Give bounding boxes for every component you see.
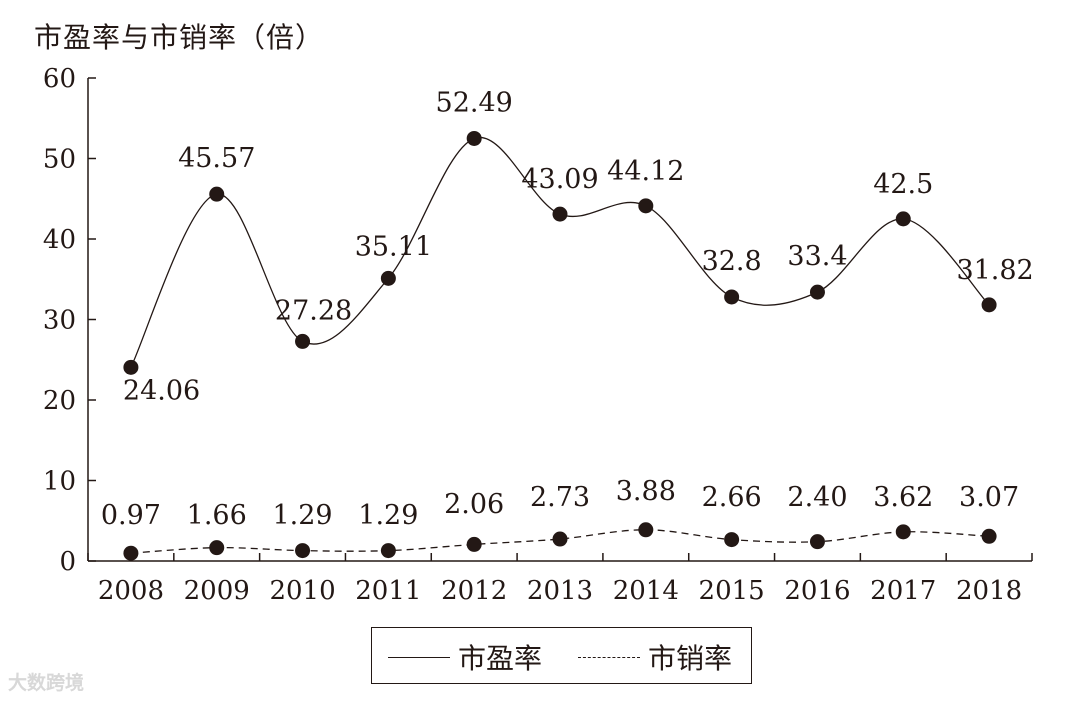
y-tick-label: 60: [43, 64, 76, 94]
ps-data-label: 3.07: [959, 482, 1019, 513]
ps-data-point: [123, 545, 139, 561]
y-tick-label: 10: [43, 467, 76, 497]
legend-label-ps: 市销率: [648, 642, 733, 675]
y-tick-label: 0: [59, 547, 76, 577]
pe-data-point: [809, 284, 825, 300]
legend-solid-line-icon: [388, 656, 450, 658]
pe-data-label: 33.4: [787, 241, 847, 272]
ps-data-point: [809, 534, 825, 550]
pe-data-label: 43.09: [521, 164, 598, 195]
ps-data-label: 1.29: [358, 500, 418, 531]
x-tick-label: 2018: [956, 576, 1022, 606]
pe-data-point: [552, 206, 568, 222]
watermark-logo: 大数跨境: [8, 668, 84, 695]
x-tick-label: 2011: [355, 576, 421, 606]
pe-data-point: [981, 297, 997, 313]
y-tick-label: 40: [43, 225, 76, 255]
pe-data-label: 35.11: [355, 231, 432, 262]
x-tick-label: 2009: [184, 576, 250, 606]
pe-data-label: 42.5: [873, 169, 933, 200]
ps-data-point: [895, 524, 911, 540]
pe-data-point: [380, 270, 396, 286]
pe-data-point: [209, 186, 225, 202]
ps-data-point: [295, 543, 311, 559]
x-tick-label: 2010: [269, 576, 335, 606]
ps-data-point: [638, 522, 654, 538]
ps-data-point: [724, 532, 740, 548]
x-tick-label: 2016: [784, 576, 850, 606]
y-tick-label: 20: [43, 386, 76, 416]
watermark-text: 大数跨境: [8, 672, 85, 694]
pe-data-point: [724, 289, 740, 305]
legend-dashed-line-icon: [578, 656, 640, 658]
pe-data-point: [638, 198, 654, 214]
ps-data-point: [552, 531, 568, 547]
x-tick-label: 2017: [870, 576, 936, 606]
pe-data-point: [895, 211, 911, 227]
pe-data-label: 45.57: [178, 143, 255, 174]
x-tick-label: 2008: [98, 576, 164, 606]
y-tick-label: 50: [43, 145, 76, 175]
y-tick-label: 30: [43, 306, 76, 336]
ps-data-label: 2.40: [787, 482, 847, 513]
ps-data-label: 2.73: [530, 482, 590, 513]
y-axis-title: 市盈率与市销率（倍）: [34, 21, 325, 54]
ps-data-point: [466, 536, 482, 552]
ps-data-label: 2.66: [702, 482, 762, 513]
ps-data-point: [981, 528, 997, 544]
pe-data-label: 24.06: [123, 375, 200, 406]
pe-data-label: 32.8: [702, 246, 762, 277]
pe-data-label: 52.49: [436, 87, 513, 118]
pe-data-label: 44.12: [607, 156, 684, 187]
pe-data-point: [295, 333, 311, 349]
ps-data-label: 0.97: [101, 500, 161, 531]
legend-item-ps: 市销率: [578, 637, 732, 677]
pe-data-point: [466, 130, 482, 146]
ps-series-line: [130, 529, 990, 554]
x-tick-label: 2012: [441, 576, 507, 606]
chart-legend: 市盈率 市销率: [371, 627, 752, 684]
x-tick-label: 2014: [613, 576, 679, 606]
ps-data-point: [209, 540, 225, 556]
legend-item-pe: 市盈率: [388, 637, 542, 677]
pe-data-point: [123, 359, 139, 375]
pe-data-label: 31.82: [956, 255, 1033, 286]
x-tick-label: 2015: [699, 576, 765, 606]
x-tick-label: 2013: [527, 576, 593, 606]
legend-label-pe: 市盈率: [458, 642, 543, 675]
ps-data-label: 1.29: [272, 500, 332, 531]
ps-data-label: 3.62: [873, 482, 933, 513]
ps-data-label: 1.66: [187, 500, 247, 531]
ps-data-label: 3.88: [616, 476, 676, 507]
ps-data-point: [380, 543, 396, 559]
pe-series-line: [130, 136, 990, 368]
ps-data-label: 2.06: [444, 489, 504, 520]
pe-data-label: 27.28: [275, 295, 352, 326]
